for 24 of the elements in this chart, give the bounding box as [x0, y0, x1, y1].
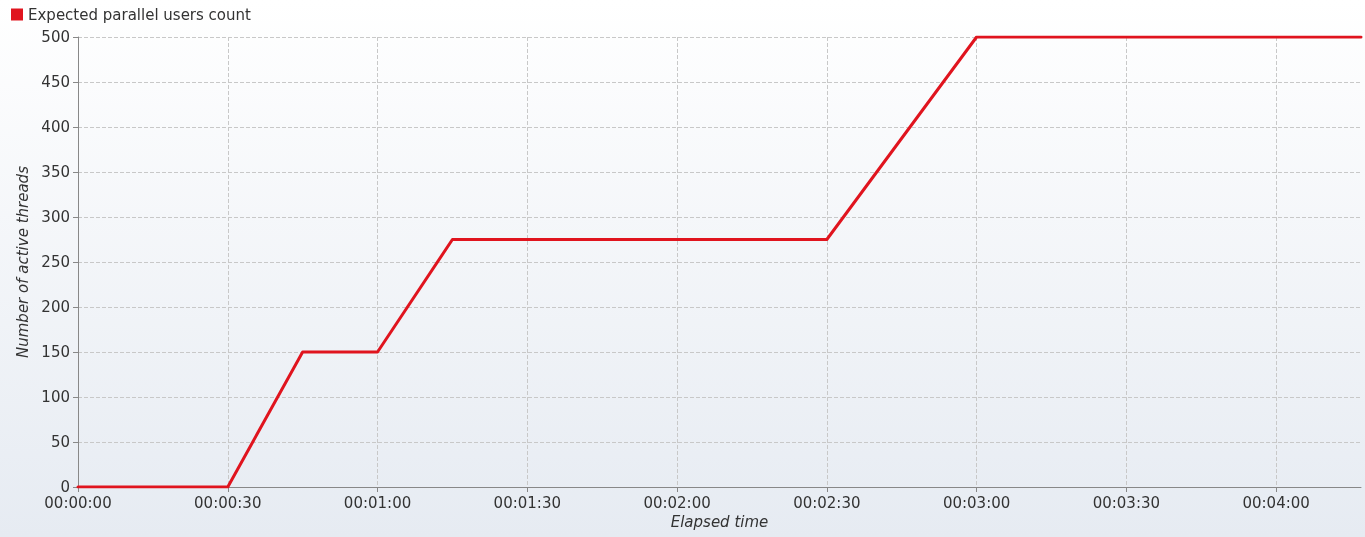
- y-tick-label: 250: [41, 253, 70, 271]
- y-tick-label: 450: [41, 73, 70, 91]
- y-tick-label: 350: [41, 163, 70, 181]
- x-tick-label: 00:02:30: [793, 493, 861, 512]
- x-tick-label: 00:00:00: [44, 493, 112, 512]
- x-tick-label: 00:04:00: [1242, 493, 1310, 512]
- y-tick-label: 0: [60, 478, 70, 496]
- x-tick-label: 00:03:30: [1092, 493, 1161, 512]
- x-tick-label: 00:00:30: [194, 493, 262, 512]
- x-axis-title: Elapsed time: [670, 513, 769, 532]
- y-tick-label: 50: [50, 433, 70, 451]
- y-tick-label: 300: [41, 208, 70, 226]
- legend-label: Expected parallel users count: [28, 5, 252, 24]
- x-tick-label: 00:01:30: [493, 493, 561, 512]
- x-tick-label: 00:02:00: [643, 493, 711, 512]
- y-tick-label: 400: [41, 118, 70, 136]
- line-series: [76, 35, 1363, 489]
- y-axis-title: Number of active threads: [13, 165, 32, 358]
- y-tick-label: 100: [41, 388, 70, 406]
- x-tick-label: 00:01:00: [343, 493, 412, 512]
- x-tick-label: 00:03:00: [942, 493, 1011, 512]
- y-tick-label: 150: [41, 343, 70, 361]
- y-tick-label: 200: [41, 298, 70, 316]
- y-tick-label: 500: [41, 28, 70, 46]
